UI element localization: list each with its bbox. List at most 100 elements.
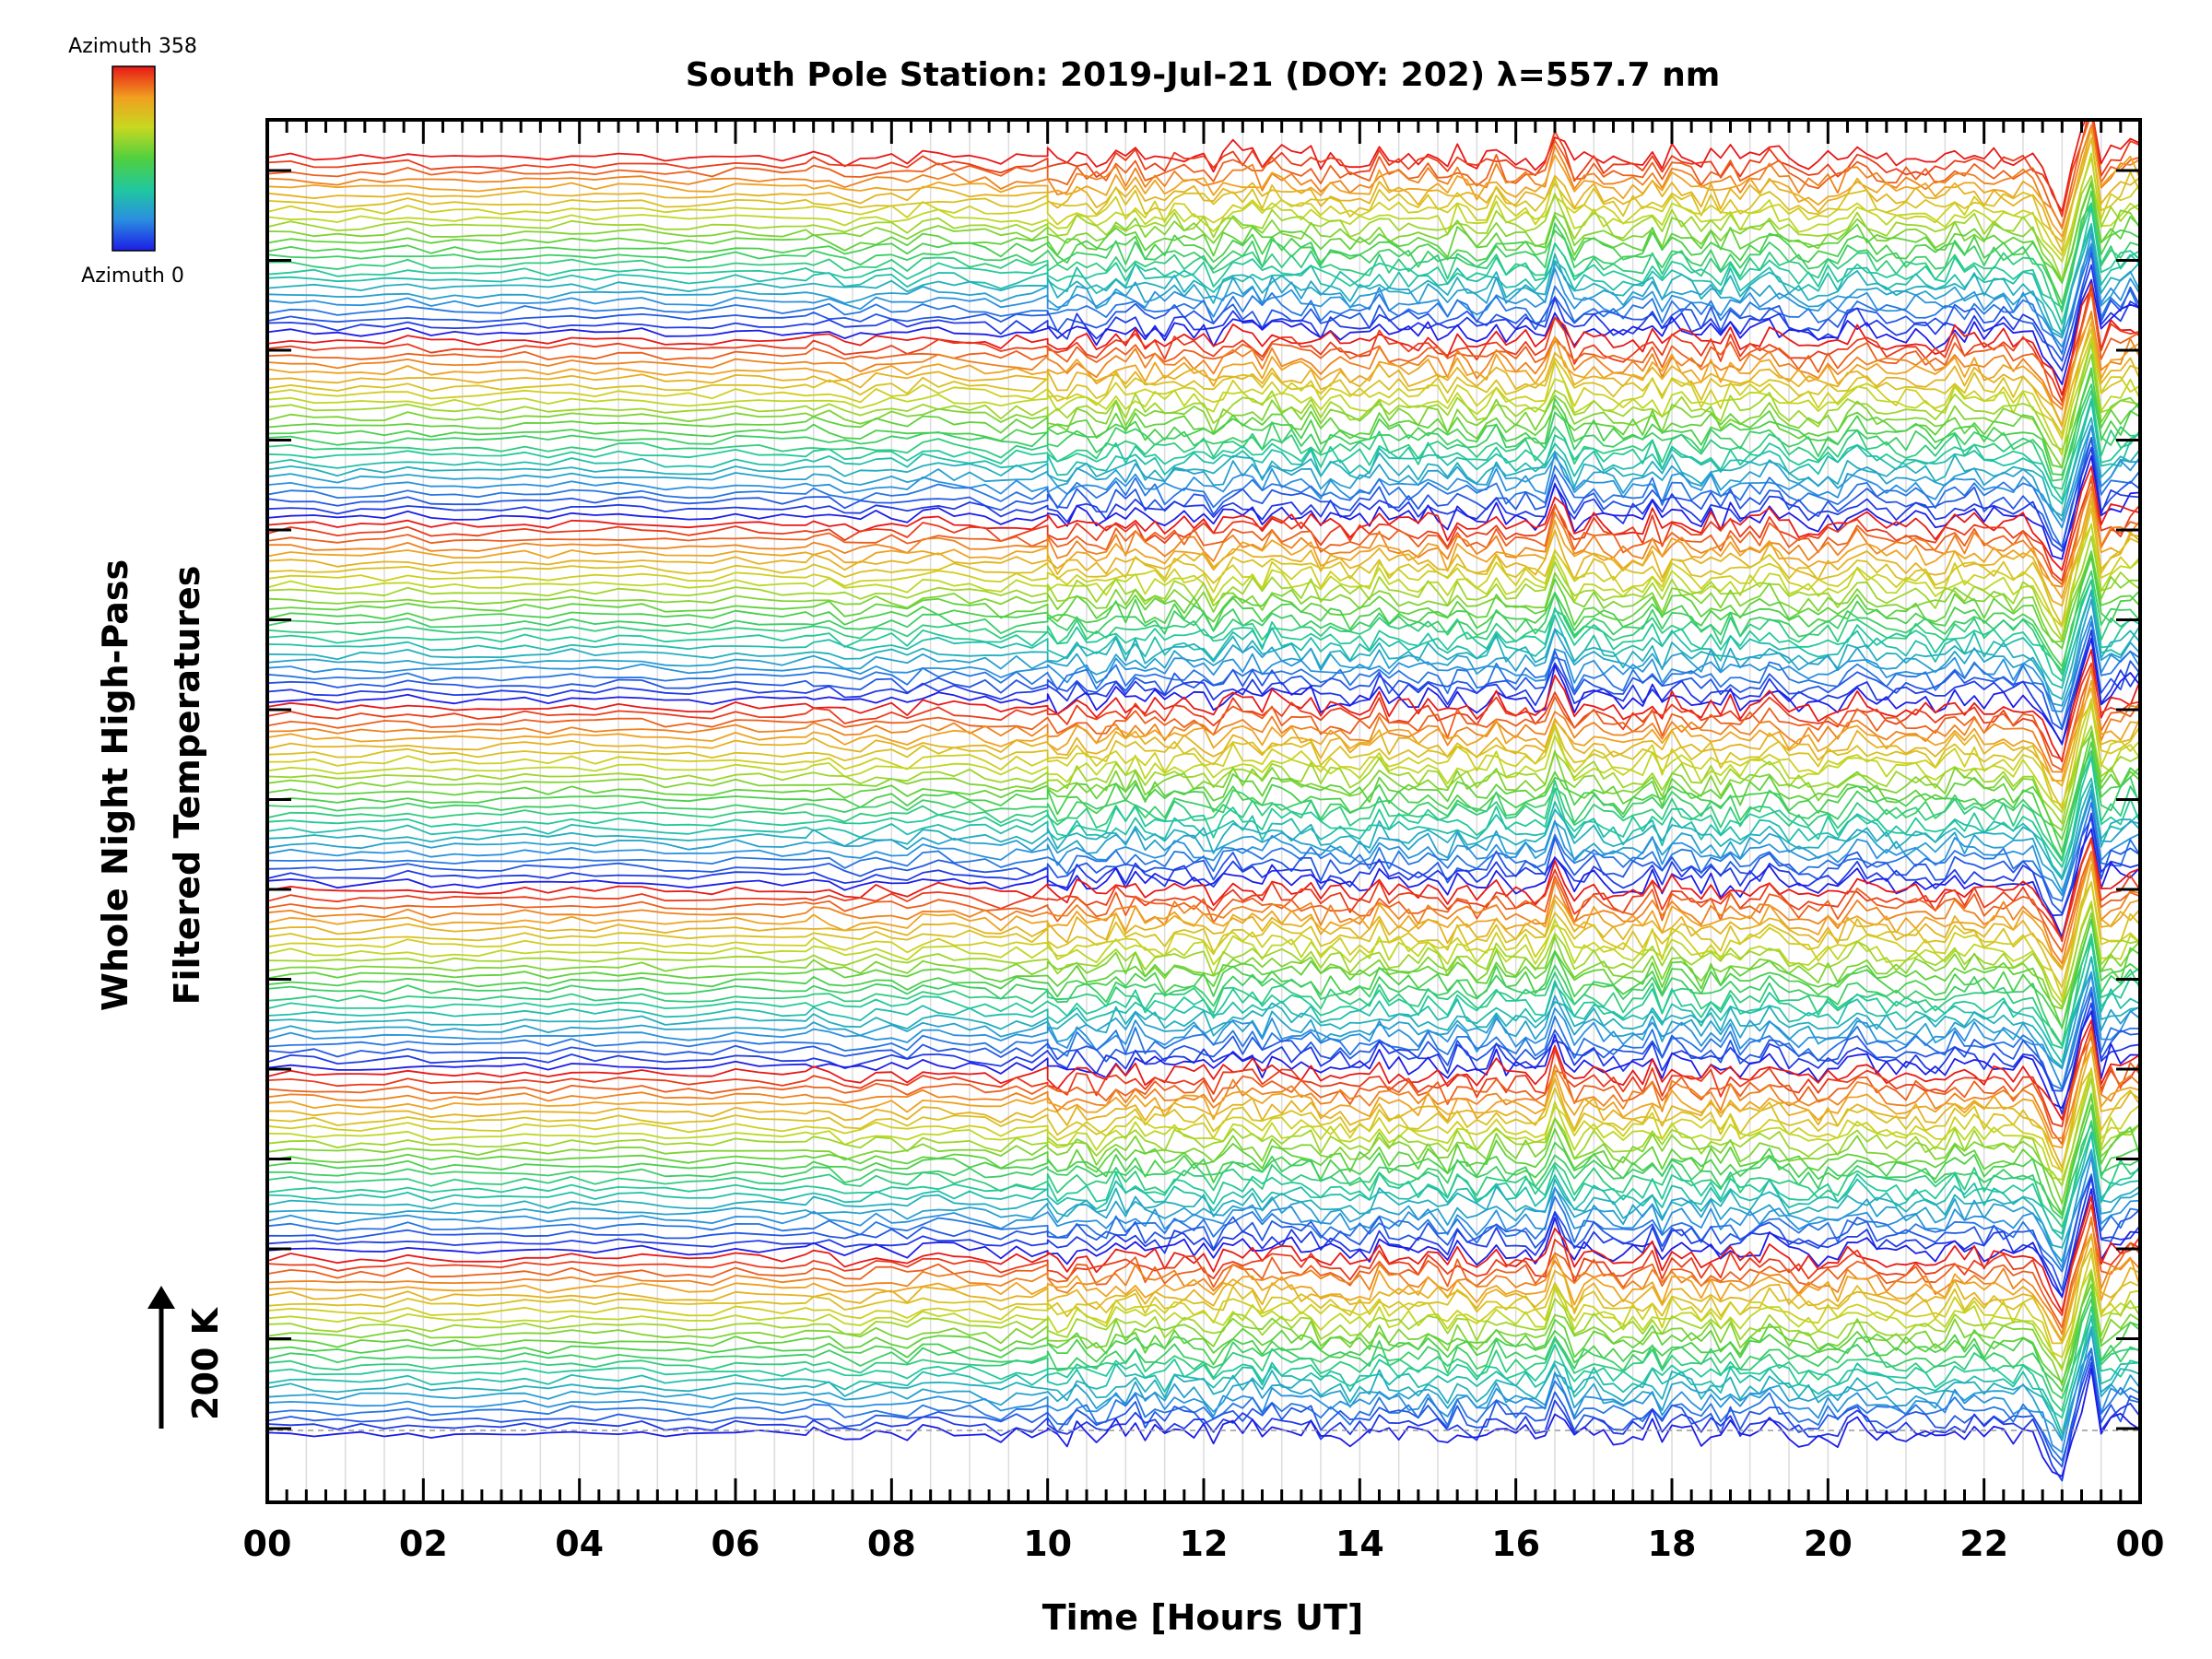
chart-title: South Pole Station: 2019-Jul-21 (DOY: 20…: [686, 56, 1721, 94]
trace-line: [267, 1123, 2140, 1229]
trace-line: [267, 903, 2140, 1008]
trace-line: [267, 485, 2140, 588]
trace-line: [267, 794, 2140, 897]
trace-line: [267, 1316, 2140, 1418]
trace-line: [267, 855, 2140, 969]
trace-line: [267, 1030, 2140, 1139]
scale-arrow-head-icon: [147, 1286, 175, 1309]
trace-line: [267, 649, 2140, 763]
trace-line: [267, 1175, 2140, 1291]
trace-line: [267, 1025, 2140, 1127]
trace-line: [267, 339, 2140, 456]
x-tick-label: 20: [1804, 1524, 1853, 1564]
trace-line: [267, 777, 2140, 878]
x-axis-label: Time [Hours UT]: [1042, 1597, 1364, 1638]
trace-line: [267, 756, 2140, 868]
trace-line: [267, 551, 2140, 650]
trace-line: [267, 812, 2140, 917]
trace-line: [267, 1188, 2140, 1298]
trace-line: [267, 1156, 2140, 1269]
trace-line: [267, 127, 2140, 238]
trace-line: [267, 754, 2140, 862]
temperature-traces: [267, 120, 2140, 1482]
trace-line: [267, 206, 2140, 325]
trace-line: [267, 839, 2140, 941]
trace-line: [267, 1347, 2140, 1462]
trace-line: [267, 182, 2140, 284]
colorbar-bottom-label: Azimuth 0: [81, 265, 184, 288]
trace-line: [267, 1095, 2140, 1205]
trace-line: [267, 1234, 2140, 1344]
trace-line: [267, 1314, 2140, 1435]
x-tick-label: 16: [1491, 1524, 1540, 1564]
trace-line: [267, 1216, 2140, 1335]
x-tick-label: 18: [1648, 1524, 1697, 1564]
trace-line: [267, 817, 2140, 914]
trace-line: [267, 598, 2140, 707]
trace-line: [267, 223, 2140, 335]
trace-line: [267, 475, 2140, 586]
trace-line: [267, 136, 2140, 253]
trace-line: [267, 679, 2140, 782]
vertical-grid: [305, 120, 2102, 1502]
trace-line: [267, 991, 2140, 1092]
trace-line: [267, 687, 2140, 787]
y-axis-label: Whole Night High-Pass Filtered Temperatu…: [95, 559, 207, 1011]
trace-line: [267, 232, 2140, 339]
trace-line: [267, 524, 2140, 628]
trace-line: [267, 579, 2140, 682]
trace-line: [267, 698, 2140, 806]
trace-line: [267, 936, 2140, 1047]
trace-line: [267, 1148, 2140, 1249]
trace-line: [267, 1329, 2140, 1441]
trace-line: [267, 424, 2140, 522]
trace-line: [267, 1173, 2140, 1273]
axis-ticks: [265, 120, 2142, 1502]
x-tick-label: 06: [712, 1524, 760, 1564]
trace-line: [267, 741, 2140, 853]
trace-line: [267, 549, 2140, 643]
trace-line: [267, 371, 2140, 469]
trace-line: [267, 1204, 2140, 1316]
trace-line: [267, 152, 2140, 263]
trace-line: [267, 252, 2140, 362]
trace-line: [267, 1092, 2140, 1216]
x-tick-label: 00: [2116, 1524, 2165, 1564]
y-axis-label-line2: Filtered Temperatures: [167, 566, 207, 1006]
trace-line: [267, 264, 2140, 372]
trace-line: [267, 1195, 2140, 1313]
trace-line: [267, 202, 2140, 313]
trace-line: [267, 400, 2140, 505]
trace-line: [267, 956, 2140, 1068]
trace-line: [267, 615, 2140, 712]
trace-line: [267, 1046, 2140, 1169]
scale-bar: 200 K: [147, 1286, 226, 1429]
trace-line: [267, 389, 2140, 490]
trace-line: [267, 703, 2140, 814]
trace-line: [267, 864, 2140, 971]
trace-line: [267, 570, 2140, 672]
trace-line: [267, 853, 2140, 965]
trace-line: [267, 666, 2140, 773]
trace-line: [267, 1298, 2140, 1400]
trace-line: [267, 637, 2140, 745]
trace-line: [267, 1252, 2140, 1359]
x-tick-label: 12: [1180, 1524, 1229, 1564]
trace-line: [267, 328, 2140, 436]
colorbar-legend: Azimuth 358 Azimuth 0: [68, 35, 197, 288]
trace-line: [267, 881, 2140, 989]
trace-line: [267, 335, 2140, 441]
trace-line: [267, 523, 2140, 640]
trace-line: [267, 1131, 2140, 1235]
trace-line: [267, 1233, 2140, 1342]
trace-line: [267, 591, 2140, 700]
trace-line: [267, 446, 2140, 552]
trace-line: [267, 1104, 2140, 1217]
trace-line: [267, 137, 2140, 243]
colorbar-gradient: [112, 65, 156, 252]
trace-line: [267, 579, 2140, 676]
trace-line: [267, 589, 2140, 689]
trace-line: [267, 724, 2140, 825]
trace-line: [267, 828, 2140, 938]
